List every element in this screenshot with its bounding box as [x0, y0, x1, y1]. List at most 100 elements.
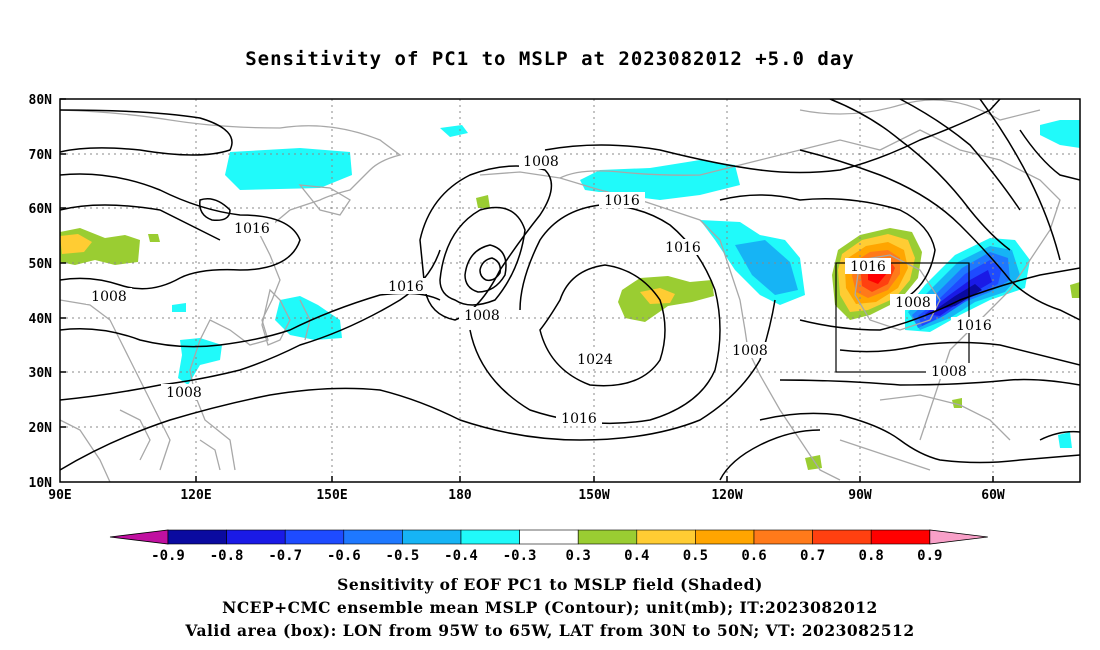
lon-label: 180: [448, 488, 472, 503]
colorbar-label: 0.5: [683, 548, 708, 564]
colorbar-swatch: [402, 529, 462, 545]
colorbar-swatch: [636, 529, 696, 545]
svg-text:1016: 1016: [388, 279, 424, 295]
svg-text:1008: 1008: [91, 289, 127, 305]
colorbar-swatch: [812, 529, 872, 545]
svg-text:1016: 1016: [665, 240, 701, 256]
shade-cyan-6: [178, 338, 222, 385]
shade-green-6: [1070, 282, 1080, 298]
shade-cyan-7: [1040, 120, 1080, 148]
colorbar: -0.9 -0.8 -0.7 -0.6 -0.5 -0.4 -0.3 0.3 0.4 0.5 0.6…: [109, 529, 988, 564]
lon-label: 120E: [180, 488, 211, 503]
contour-label-9: 1016: [556, 410, 602, 427]
colorbar-label: -0.9: [151, 548, 185, 564]
contour-label-16: 1008: [926, 363, 972, 380]
colorbar-label: -0.7: [268, 548, 302, 564]
contour-label-8: 1016: [660, 239, 706, 256]
colorbar-swatch: [167, 529, 227, 545]
shade-green-3: [148, 234, 160, 242]
contour-labels: 1008 1016 1016 1008 1016 1008 1008 1016 …: [86, 153, 997, 427]
colorbar-left-arrow: [109, 529, 169, 545]
colorbar-label: -0.5: [386, 548, 420, 564]
colorbar-swatch: [519, 529, 579, 545]
lat-label: 80N: [29, 93, 53, 108]
caption-line-3: Valid area (box): LON from 95W to 65W, L…: [185, 621, 915, 640]
shade-neg-5: [925, 270, 992, 316]
shade-cyan-9: [172, 303, 186, 312]
svg-text:1016: 1016: [850, 259, 886, 275]
colorbar-swatch: [460, 529, 520, 545]
contour-label-6: 1008: [459, 307, 505, 324]
colorbar-label: -0.4: [444, 548, 478, 564]
shade-green-4: [476, 195, 490, 208]
shade-cyan-4b: [735, 240, 798, 295]
contour-label-11: 1016: [845, 258, 891, 275]
svg-text:1016: 1016: [604, 193, 640, 209]
svg-text:1008: 1008: [523, 154, 559, 170]
lat-label: 30N: [29, 366, 53, 381]
contour-label-10: 1024: [572, 351, 618, 368]
colorbar-label: 0.9: [917, 548, 942, 564]
colorbar-label: -0.6: [327, 548, 361, 564]
colorbar-label: 0.3: [566, 548, 591, 564]
lon-label: 90E: [48, 488, 71, 503]
contour-label-7: 1008: [161, 384, 207, 401]
lon-label: 60W: [981, 488, 1005, 503]
shade-green-5: [805, 455, 822, 470]
contour-label-5: 1016: [383, 278, 429, 295]
svg-text:1008: 1008: [895, 295, 931, 311]
contour-label-14: 1008: [727, 342, 773, 359]
contour-label-13: 1016: [951, 317, 997, 334]
map-title: Sensitivity of PC1 to MSLP at 2023082012…: [245, 48, 855, 70]
svg-text:1016: 1016: [234, 221, 270, 237]
latitude-labels: 80N 70N 60N 50N 40N 30N 20N 10N: [29, 93, 53, 491]
svg-text:1008: 1008: [732, 343, 768, 359]
shade-cyan-1: [225, 148, 352, 190]
contour-label-3: 1016: [229, 220, 275, 237]
colorbar-label: 0.6: [741, 548, 766, 564]
colorbar-swatch: [226, 529, 286, 545]
longitude-labels: 90E 120E 150E 180 150W 120W 90W 60W: [48, 488, 1005, 503]
contour-label-12: 1008: [890, 294, 936, 311]
colorbar-swatch: [695, 529, 755, 545]
caption-line-1: Sensitivity of EOF PC1 to MSLP field (Sh…: [337, 575, 763, 594]
svg-text:1008: 1008: [166, 385, 202, 401]
contour-label-4: 1008: [86, 288, 132, 305]
colorbar-label: -0.3: [503, 548, 537, 564]
colorbar-label: 0.8: [859, 548, 884, 564]
lat-label: 10N: [29, 476, 53, 491]
lon-label: 150W: [578, 488, 609, 503]
colorbar-swatch: [577, 529, 638, 545]
lat-label: 50N: [29, 257, 53, 272]
svg-text:1008: 1008: [931, 364, 967, 380]
axis-ticks: [60, 98, 994, 482]
lat-label: 60N: [29, 202, 53, 217]
lat-label: 20N: [29, 421, 53, 436]
colorbar-right-arrow: [929, 529, 988, 545]
colorbar-swatch: [870, 529, 931, 545]
mslp-contours: [60, 99, 1080, 481]
coastlines: [60, 99, 1061, 482]
colorbar-swatch: [284, 529, 345, 545]
svg-text:1008: 1008: [464, 308, 500, 324]
colorbar-label: -0.8: [210, 548, 244, 564]
shade-cyan-3: [580, 160, 740, 200]
lon-label: 90W: [848, 488, 872, 503]
shade-cyan-2: [440, 125, 468, 137]
colorbar-swatch: [343, 529, 403, 545]
svg-text:1016: 1016: [956, 318, 992, 334]
contour-label-2: 1016: [599, 192, 645, 209]
shade-cyan-8: [1058, 432, 1072, 448]
colorbar-label: 0.7: [800, 548, 825, 564]
lat-label: 40N: [29, 312, 53, 327]
colorbar-label: 0.4: [624, 548, 649, 564]
svg-text:1016: 1016: [561, 411, 597, 427]
lon-label: 120W: [711, 488, 742, 503]
contour-label-1: 1008: [519, 153, 563, 170]
lon-label: 150E: [316, 488, 347, 503]
shade-yellow-2: [60, 234, 92, 254]
caption-line-2: NCEP+CMC ensemble mean MSLP (Contour); u…: [222, 598, 878, 617]
colorbar-swatch: [753, 529, 813, 545]
map-frame: [59, 98, 1081, 483]
